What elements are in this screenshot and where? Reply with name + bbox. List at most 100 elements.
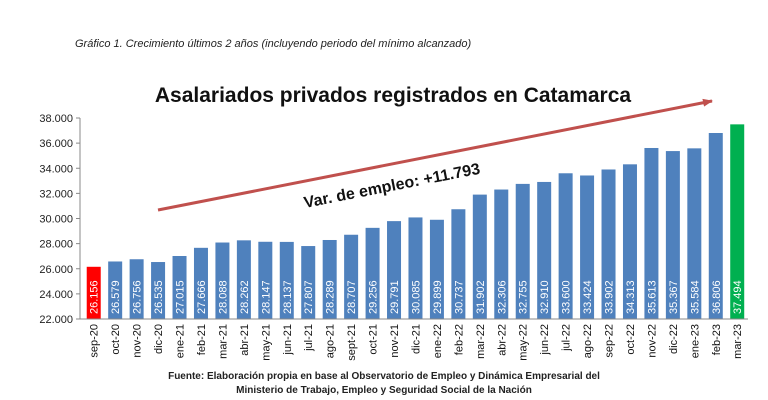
bar	[708, 132, 723, 319]
bar	[601, 169, 616, 319]
bar	[172, 255, 187, 319]
bar	[558, 173, 573, 319]
x-tick-label: mar-23	[732, 324, 744, 359]
x-tick-label: ago-22	[582, 324, 594, 358]
bar	[537, 181, 552, 319]
bar-value-label: 27.015	[175, 280, 187, 314]
figure-caption: Gráfico 1. Crecimiento últimos 2 años (i…	[75, 38, 472, 50]
bar-value-label: 28.137	[282, 280, 294, 314]
x-tick-label: dic-21	[410, 324, 422, 354]
x-tick-label: ago-21	[325, 324, 337, 358]
bar	[408, 217, 423, 319]
x-tick-label: ene-22	[432, 324, 444, 358]
bar	[730, 124, 745, 319]
bar-value-label: 28.147	[260, 280, 272, 314]
y-tick-label: 30.000	[39, 214, 73, 226]
x-axis: sep-20 oct-20 nov-20 dic-20 ene-21 feb-21 mar-…	[80, 318, 748, 361]
y-tick-label: 32.000	[39, 188, 73, 200]
bar	[644, 147, 659, 319]
x-tick-label: nov-22	[646, 324, 658, 358]
x-tick-label: sept-21	[346, 324, 358, 361]
x-tick-label: feb-23	[711, 324, 723, 355]
bar-value-label: 27.807	[303, 280, 315, 314]
bar	[215, 242, 230, 319]
bar-value-label: 30.737	[453, 280, 465, 314]
bar	[322, 239, 337, 319]
bar	[151, 262, 166, 319]
bar-value-label: 26.535	[153, 280, 165, 314]
x-tick-label: oct-20	[110, 324, 122, 355]
y-tick-label: 24.000	[39, 289, 73, 301]
bar	[494, 189, 509, 319]
x-tick-label: mar-22	[475, 324, 487, 359]
bar	[193, 247, 208, 319]
x-tick-label: feb-22	[453, 324, 465, 355]
x-tick-label: oct-21	[368, 324, 380, 355]
bar-value-label: 27.666	[196, 280, 208, 314]
bar	[622, 164, 637, 319]
bar-value-label: 29.256	[368, 280, 380, 314]
bar	[129, 259, 144, 319]
y-tick-label: 38.000	[39, 113, 73, 125]
bar	[258, 241, 273, 319]
bars: 26.156 26.579 26.756 26.535 27.015 27.666 28.0…	[86, 124, 745, 319]
bar	[687, 148, 702, 319]
bar	[665, 151, 680, 319]
bar	[515, 183, 530, 319]
bar	[580, 175, 595, 319]
x-tick-label: nov-20	[132, 324, 144, 358]
x-tick-label: nov-21	[389, 324, 401, 358]
bar-value-label: 33.424	[582, 280, 594, 314]
bar-value-label: 28.707	[346, 280, 358, 314]
x-tick-label: may-22	[518, 324, 530, 361]
x-tick-label: dic-20	[153, 324, 165, 354]
x-tick-label: jul-21	[303, 324, 315, 352]
bar-value-label: 29.791	[389, 280, 401, 314]
chart-title: Asalariados privados registrados en Cata…	[154, 84, 632, 107]
x-tick-label: abr-21	[239, 324, 251, 356]
bar	[344, 234, 359, 319]
bar-value-label: 32.910	[539, 280, 551, 314]
bar	[236, 240, 251, 319]
bar-value-label: 35.584	[689, 280, 701, 314]
bar-value-label: 26.156	[89, 280, 101, 314]
x-tick-label: oct-22	[625, 324, 637, 355]
bar-value-label: 34.313	[625, 280, 637, 314]
bar-value-label: 26.579	[110, 280, 122, 314]
employment-change-annotation: Var. de empleo: +11.793	[302, 161, 481, 212]
bar-value-label: 30.085	[410, 280, 422, 314]
trend-arrow	[157, 98, 713, 212]
bar	[472, 194, 487, 319]
bar	[365, 227, 380, 319]
bar-value-label: 31.902	[475, 280, 487, 314]
bar-value-label: 26.756	[132, 280, 144, 314]
y-tick-label: 22.000	[39, 314, 73, 326]
bar-value-label: 33.600	[561, 280, 573, 314]
bar-value-label: 32.306	[496, 280, 508, 314]
bar	[387, 221, 402, 319]
x-tick-label: sep-22	[604, 324, 616, 358]
bar-value-label: 33.902	[604, 280, 616, 314]
x-tick-label: dic-22	[668, 324, 680, 354]
source-note-line2: Ministerio de Trabajo, Empleo y Segurida…	[236, 385, 532, 396]
bar	[301, 246, 316, 319]
bar-value-label: 35.367	[668, 280, 680, 314]
y-tick-label: 36.000	[39, 138, 73, 150]
x-tick-label: abr-22	[496, 324, 508, 356]
x-tick-label: jun-21	[282, 324, 294, 356]
bar-value-label: 35.613	[646, 280, 658, 314]
x-tick-label: may-21	[260, 324, 272, 361]
y-tick-label: 34.000	[39, 163, 73, 175]
x-tick-label: feb-21	[196, 324, 208, 355]
bar	[108, 261, 123, 319]
bar	[86, 266, 101, 319]
bar-value-label: 37.494	[732, 280, 744, 314]
bar-value-label: 29.899	[432, 280, 444, 314]
bar-value-label: 28.289	[325, 280, 337, 314]
x-tick-label: jun-22	[539, 324, 551, 356]
bar-value-label: 28.262	[239, 280, 251, 314]
x-tick-label: sep-20	[89, 324, 101, 358]
x-tick-label: ene-21	[175, 324, 187, 358]
x-tick-label: ene-23	[689, 324, 701, 358]
